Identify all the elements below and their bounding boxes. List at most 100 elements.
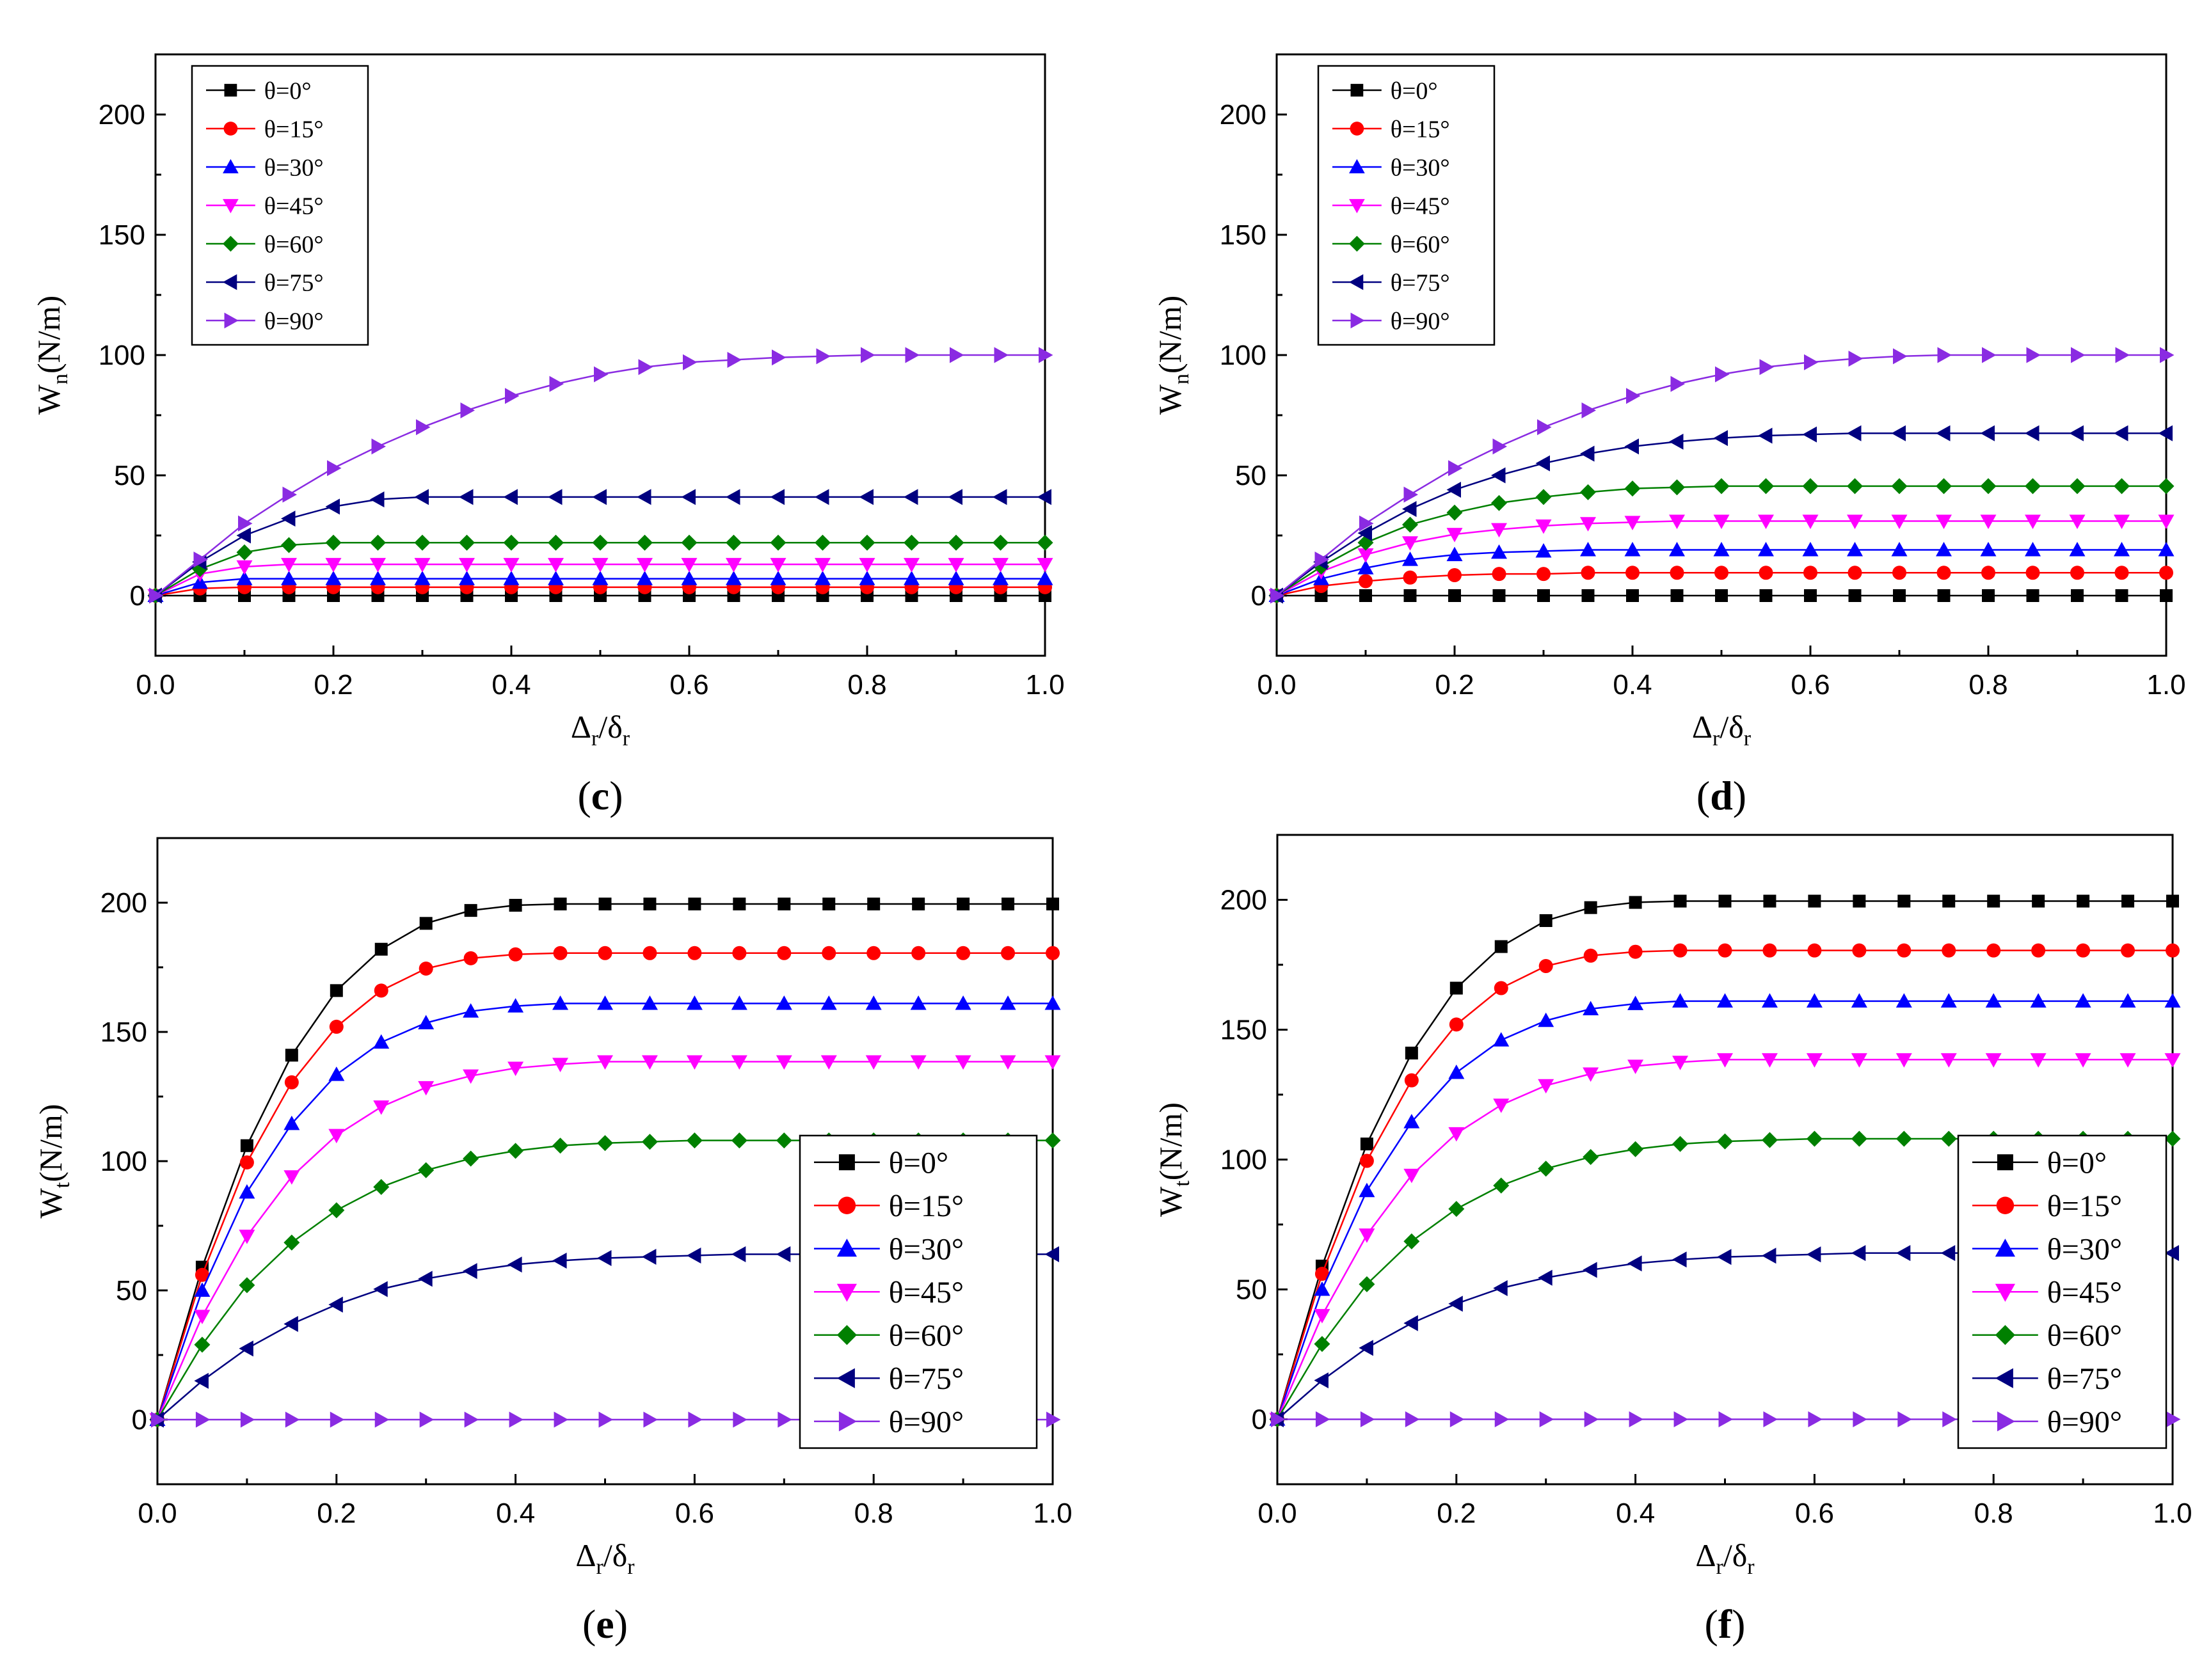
data-point [151, 1411, 166, 1428]
data-point [240, 1139, 253, 1152]
data-point [194, 1372, 209, 1389]
data-point [549, 376, 564, 392]
data-point [1713, 542, 1730, 557]
data-point [815, 571, 831, 585]
data-point [1493, 1098, 1510, 1113]
data-point [464, 904, 477, 917]
data-point [948, 489, 962, 505]
data-point [1624, 542, 1641, 557]
data-point [1581, 402, 1596, 418]
data-point [681, 571, 698, 585]
legend-marker [838, 1154, 855, 1171]
data-point [822, 898, 836, 911]
data-point [463, 1003, 479, 1018]
data-point [503, 534, 520, 551]
data-point [548, 571, 564, 585]
data-point [1539, 1411, 1554, 1427]
data-point [1847, 425, 1862, 441]
data-point [418, 1081, 435, 1096]
data-point [1448, 589, 1461, 602]
data-point [1446, 528, 1463, 543]
legend-label: θ=45° [264, 193, 324, 219]
data-point [1491, 467, 1506, 484]
data-point [1940, 1130, 1957, 1147]
data-point [1535, 543, 1552, 558]
data-point [283, 1170, 300, 1185]
data-point [1359, 1276, 1375, 1292]
data-point [1491, 523, 1507, 538]
data-point [459, 571, 475, 585]
data-point [2025, 425, 2039, 441]
data-point [1893, 589, 1906, 602]
data-point [509, 1411, 524, 1428]
data-point [374, 942, 388, 956]
data-point [460, 402, 475, 418]
data-point [328, 1296, 343, 1313]
data-point [1982, 347, 1997, 363]
data-point [731, 1246, 746, 1262]
y-tick-label: 50 [116, 1275, 147, 1306]
data-point [1000, 1055, 1016, 1070]
data-point [866, 946, 881, 960]
data-point [1936, 478, 1952, 495]
data-point [1037, 558, 1053, 573]
x-tick-label: 0.4 [1616, 1498, 1655, 1529]
legend-marker [1349, 199, 1365, 214]
legend: θ=0° θ=15° θ=30° θ=45° θ=60° θ=75° θ=90° [799, 1134, 1038, 1449]
data-point [1624, 516, 1641, 530]
series-2 [147, 571, 1053, 602]
data-point [1892, 566, 1906, 580]
legend-marker [224, 312, 239, 329]
data-point [330, 984, 343, 997]
data-point [1538, 959, 1553, 974]
data-point [281, 558, 297, 573]
data-point [2031, 943, 2046, 958]
y-tick-label: 200 [1220, 885, 1267, 916]
x-tick-label: 0.6 [669, 669, 708, 701]
data-point [2121, 894, 2135, 908]
data-point [948, 534, 964, 551]
data-point [371, 438, 386, 455]
x-tick-label: 0.0 [1257, 1498, 1297, 1529]
data-point [1449, 1411, 1465, 1427]
data-point [1672, 1056, 1689, 1070]
data-point [2030, 1053, 2047, 1068]
legend-label: θ=0° [264, 77, 312, 104]
data-point [904, 558, 920, 573]
data-point [464, 1411, 479, 1428]
x-tick-label: 0.4 [1613, 669, 1652, 701]
data-point [194, 1310, 211, 1324]
x-tick-label: 0.2 [314, 669, 353, 701]
data-point [815, 558, 831, 573]
data-point [770, 558, 786, 573]
data-point [328, 1202, 345, 1219]
data-point [1940, 1053, 1957, 1068]
y-tick-label: 150 [1220, 219, 1266, 251]
data-point [1717, 1249, 1732, 1265]
y-tick-label: 0 [132, 1404, 147, 1436]
data-point [554, 898, 567, 911]
data-point [2076, 943, 2091, 958]
data-point [1942, 1411, 1957, 1427]
data-point [238, 515, 253, 532]
series-4 [1268, 478, 2175, 604]
data-point [1669, 433, 1684, 450]
data-point [1627, 1255, 1642, 1272]
data-point [681, 558, 698, 573]
data-point [1942, 894, 1956, 908]
x-tick-label: 0.2 [1435, 669, 1474, 701]
data-point [548, 489, 563, 505]
data-point [733, 1411, 747, 1428]
data-point [1763, 1411, 1778, 1427]
data-point [414, 489, 429, 505]
data-point [1000, 995, 1016, 1010]
chart-panel-f: 0.0 0.2 0.4 0.6 0.8 1.0 0 50 100 150 200 Δr/δr Wt(N/… [1153, 834, 2192, 1647]
data-point [1044, 1246, 1059, 1262]
data-point [726, 489, 740, 505]
data-point [597, 995, 613, 1010]
data-point [1670, 589, 1684, 602]
data-point [641, 995, 658, 1010]
data-point [1673, 943, 1688, 958]
data-point [195, 1267, 209, 1282]
chart-panel-c: 0.0 0.2 0.4 0.6 0.8 1.0 0 50 100 150 200 Δr/δr Wn(N/… [31, 53, 1065, 818]
